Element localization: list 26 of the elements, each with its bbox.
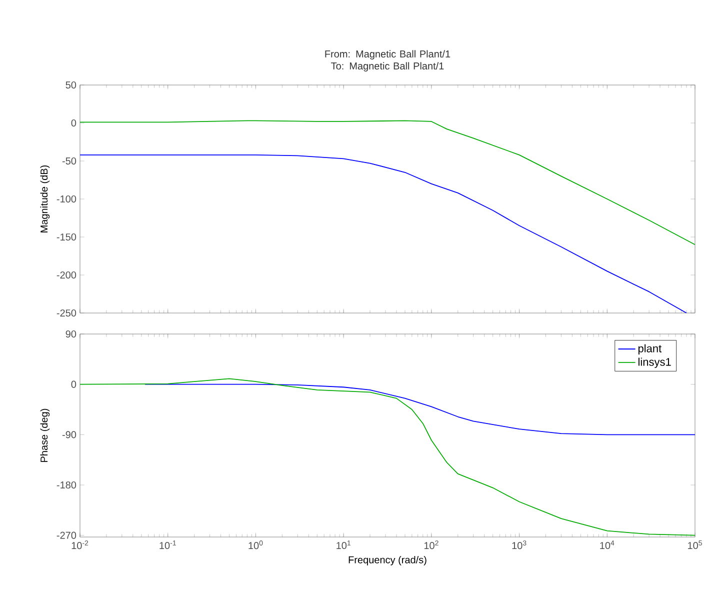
y-tick-label: -180 [56, 481, 76, 489]
legend-label: linsys1 [638, 358, 671, 368]
y-tick-label: 90 [66, 330, 76, 338]
chart-title: From: Magnetic Ball Plant/1 To: Magnetic Ball Plant/1 [325, 50, 450, 72]
y-tick-label: 50 [66, 81, 76, 89]
x-tick-label: 10$^{5}$ [688, 540, 702, 550]
x-tick-label: 10$^{2}$ [424, 540, 438, 550]
y-tick-label: -50 [62, 157, 76, 165]
x-tick-label: 10$^{-2}$ [72, 540, 88, 550]
y-tick-label: -200 [56, 271, 76, 279]
y-tick-label: -270 [56, 532, 76, 539]
y-tick-label: -100 [56, 195, 76, 203]
y-tick-label: -250 [56, 309, 76, 317]
y-tick-label: 0 [71, 119, 76, 127]
x-tick-label: 10$^{4}$ [600, 540, 614, 550]
x-tick-label: 10$^{3}$ [512, 540, 526, 550]
x-axis-title: Frequency (rad/s) [348, 556, 426, 566]
legend-label: plant [638, 344, 662, 355]
y-tick-label: -150 [56, 233, 76, 241]
y-axis-title: Phase (deg) [40, 408, 50, 462]
x-tick-label: 10$^{0}$ [248, 540, 263, 550]
x-tick-label: 10$^{1}$ [336, 540, 350, 550]
y-axis-title: Magnitude (dB) [40, 165, 50, 232]
y-tick-label: -90 [62, 431, 76, 438]
x-tick-label: 10$^{-1}$ [160, 540, 176, 550]
y-tick-label: 0 [71, 380, 76, 388]
